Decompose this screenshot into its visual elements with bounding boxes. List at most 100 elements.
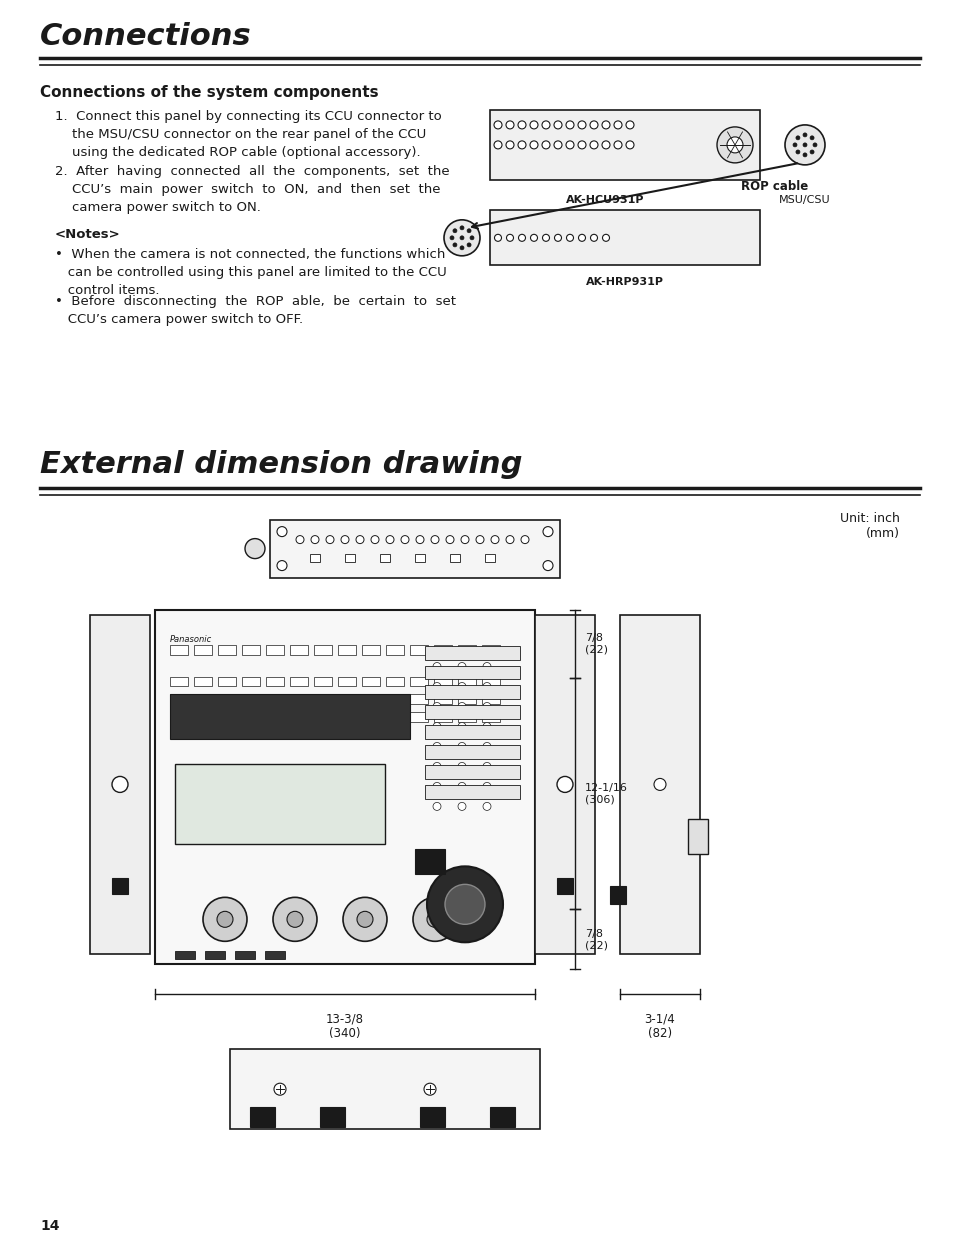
Bar [434,713,452,722]
Circle shape [423,1084,436,1095]
Bar [457,713,476,722]
Circle shape [542,234,549,241]
Bar [361,677,379,687]
Text: 2.  After  having  connected  all  the  components,  set  the
    CCU’s  main  p: 2. After having connected all the compon… [55,165,449,214]
Circle shape [602,234,609,241]
Circle shape [446,536,454,543]
Circle shape [386,536,394,543]
Circle shape [457,742,465,751]
Circle shape [433,742,440,751]
Bar [337,677,355,687]
Bar [424,785,519,799]
Circle shape [273,897,316,941]
Circle shape [565,141,574,148]
Bar [424,646,519,659]
Bar [386,644,403,654]
Circle shape [809,150,813,153]
Circle shape [459,246,463,250]
Circle shape [717,127,752,163]
Circle shape [554,121,561,129]
Text: Unit: inch
(mm): Unit: inch (mm) [840,512,899,539]
Circle shape [459,236,463,240]
Bar [481,713,499,722]
Bar [410,677,428,687]
Bar [193,677,212,687]
Circle shape [578,234,585,241]
Text: 12-1/16
(306): 12-1/16 (306) [584,783,627,804]
Bar [490,110,760,179]
Text: 7/8
(22): 7/8 (22) [584,633,607,654]
Circle shape [541,121,550,129]
Circle shape [431,536,438,543]
Bar [450,554,459,562]
Text: Connections of the system components: Connections of the system components [40,85,378,100]
Circle shape [444,884,484,924]
Text: <Notes>: <Notes> [55,228,121,241]
Circle shape [802,132,806,137]
Bar [557,878,573,894]
Circle shape [517,141,525,148]
Bar [310,554,319,562]
Circle shape [542,560,553,570]
Bar [234,951,254,960]
Bar [434,694,452,705]
Circle shape [343,897,387,941]
Circle shape [578,141,585,148]
Bar [345,554,355,562]
Bar [410,644,428,654]
Bar [484,554,495,562]
Circle shape [433,663,440,670]
Circle shape [491,536,498,543]
Circle shape [457,683,465,690]
Circle shape [311,536,318,543]
Circle shape [625,121,634,129]
Circle shape [566,234,573,241]
Circle shape [457,663,465,670]
Bar [170,694,410,740]
Circle shape [356,912,373,928]
Circle shape [467,229,471,233]
Circle shape [792,143,796,147]
Circle shape [554,141,561,148]
Circle shape [578,121,585,129]
Circle shape [589,141,598,148]
Text: ROP cable: ROP cable [740,179,808,193]
Circle shape [530,121,537,129]
Text: 1.  Connect this panel by connecting its CCU connector to
    the MSU/CSU connec: 1. Connect this panel by connecting its … [55,110,441,158]
Circle shape [482,783,491,790]
Bar [457,677,476,687]
Bar [457,644,476,654]
Bar [112,878,128,894]
Bar [266,713,284,722]
Circle shape [433,703,440,710]
Bar [314,677,332,687]
Circle shape [482,683,491,690]
Circle shape [565,121,574,129]
Circle shape [433,722,440,731]
Bar [424,705,519,720]
Circle shape [542,527,553,537]
Bar [174,951,194,960]
Bar [319,1107,345,1127]
Circle shape [518,234,525,241]
Bar [266,694,284,705]
Bar [266,644,284,654]
Circle shape [457,762,465,771]
Circle shape [467,242,471,247]
Bar [609,887,625,904]
Circle shape [784,125,824,165]
Circle shape [614,121,621,129]
Circle shape [433,803,440,810]
Circle shape [505,536,514,543]
Bar [170,694,188,705]
Text: Panasonic: Panasonic [170,635,212,643]
Circle shape [295,536,304,543]
Bar [424,685,519,699]
Bar [386,694,403,705]
Circle shape [450,236,454,240]
Bar [386,713,403,722]
Circle shape [482,703,491,710]
Circle shape [482,663,491,670]
Circle shape [274,1084,286,1095]
Bar [410,713,428,722]
